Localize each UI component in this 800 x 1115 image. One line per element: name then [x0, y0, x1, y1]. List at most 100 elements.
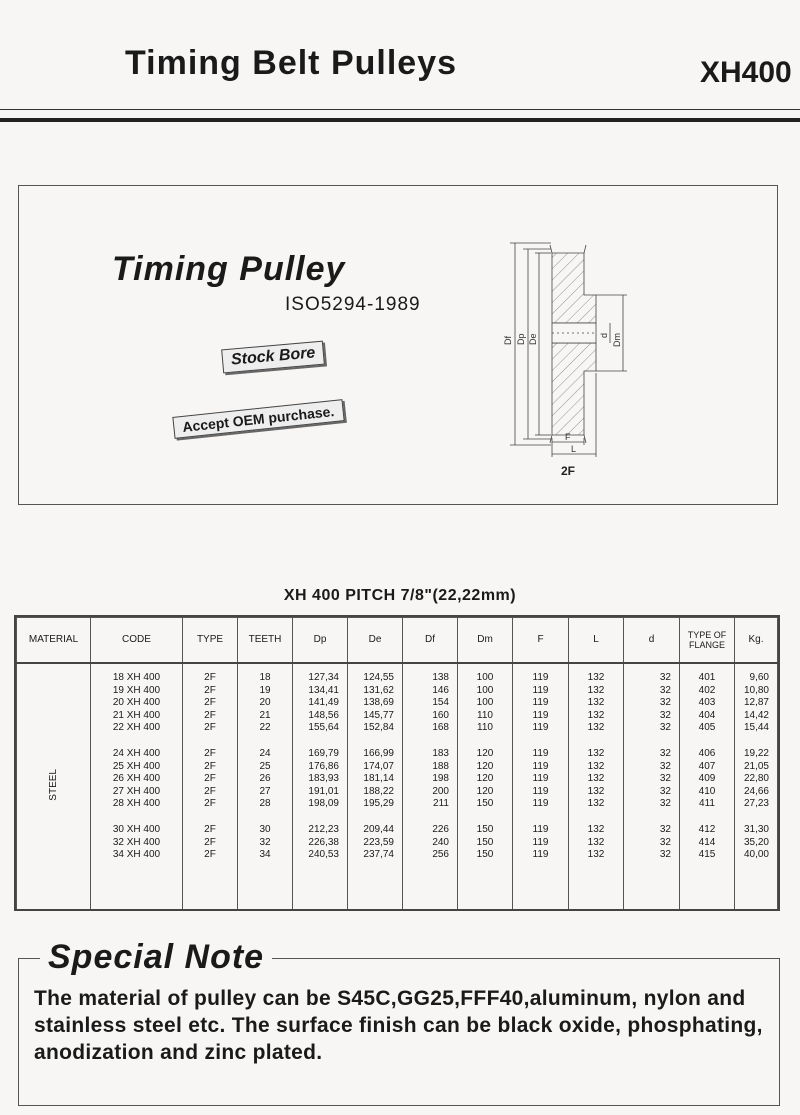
- table-cell: 32: [659, 849, 671, 861]
- table-cell: 146: [432, 684, 449, 696]
- table-cell: 150: [476, 798, 494, 810]
- column-header: De: [347, 617, 403, 664]
- table-cell: 2F: [204, 672, 216, 683]
- label-df: Df: [503, 336, 513, 345]
- table-cell: 176,86: [308, 760, 339, 772]
- table-cell: 198: [432, 773, 449, 785]
- table-cell: 148,56: [308, 709, 339, 721]
- table-cell: 174,07: [363, 760, 394, 772]
- table-cell: 403: [698, 697, 716, 709]
- table-cell: 32: [659, 722, 671, 734]
- table-cell: 100: [476, 697, 494, 709]
- table-cell: 119: [532, 773, 549, 785]
- column-cells: 18 19 20 21 22 24 25 26 27 28 30 32 34: [237, 663, 293, 909]
- table-cell: 119: [532, 747, 549, 759]
- table-cell: 32: [659, 798, 671, 810]
- table-cell: 27: [259, 785, 271, 797]
- table-cell: 18: [259, 672, 271, 683]
- note-box: [18, 958, 780, 1106]
- table-cell: 32 XH 400: [112, 836, 161, 848]
- table-cell: 10,80: [743, 684, 769, 696]
- table-cell: 2F: [204, 823, 216, 835]
- table-cell: 32: [659, 709, 671, 721]
- table-cell: 26: [259, 773, 271, 785]
- column-header: F: [512, 617, 569, 664]
- table-cell: 120: [476, 785, 494, 797]
- column-header: MATERIAL: [16, 617, 91, 664]
- table-cell: 237,74: [363, 849, 394, 861]
- divider: [0, 109, 800, 110]
- table-cell: 2F: [204, 785, 216, 797]
- table-cell: 404: [698, 709, 716, 721]
- pulley-diagram: Df Dp De d Dm F L 2F: [503, 242, 627, 478]
- table-cell: 32: [659, 697, 671, 709]
- table-cell: 15,44: [743, 722, 769, 734]
- table-cell: 2F: [204, 697, 216, 709]
- table-cell: 138: [432, 672, 449, 683]
- table-cell: 26 XH 400: [112, 773, 161, 785]
- table-cell: 32: [659, 684, 671, 696]
- divider: [18, 958, 780, 959]
- column-cells: 18 XH 400 19 XH 400 20 XH 400 21 XH 400 22 X…: [90, 663, 183, 909]
- table-cell: 198,09: [308, 798, 339, 810]
- table-cell: 132: [587, 709, 605, 721]
- table-cell: 119: [532, 823, 549, 835]
- table-cell: 120: [476, 760, 494, 772]
- table-cell: 124,55: [363, 672, 394, 683]
- table-body: STEEL 18 XH 400 19 XH 400 20 XH 400 21 XH 40…: [16, 663, 778, 909]
- table-cell: 166,99: [363, 747, 394, 759]
- table-cell: 155,64: [308, 722, 339, 734]
- table-cell: 25: [259, 760, 271, 772]
- table-cell: 409: [698, 773, 716, 785]
- table-cell: 415: [698, 849, 716, 861]
- series-code: XH400: [700, 56, 792, 89]
- table-cell: 22: [259, 722, 271, 734]
- table-cell: 21 XH 400: [112, 709, 161, 721]
- table-cell: 188,22: [363, 785, 394, 797]
- label-dm: Dm: [612, 333, 622, 347]
- table-title: XH 400 PITCH 7/8"(22,22mm): [283, 587, 517, 604]
- table-cell: 18 XH 400: [112, 672, 161, 683]
- column-cells: 32 32 32 32 32 32 32 32 32 32 32 32 32: [623, 663, 680, 909]
- standard-label: ISO5294-1989: [285, 294, 421, 315]
- page-title: Timing Belt Pulleys: [125, 44, 458, 82]
- banner-heading: Timing Pulley: [112, 250, 346, 288]
- table-cell: 32: [659, 785, 671, 797]
- table-cell: 24 XH 400: [112, 747, 161, 759]
- table-cell: 30 XH 400: [112, 823, 161, 835]
- table-cell: 19: [259, 684, 271, 696]
- table-cell: 2F: [204, 709, 216, 721]
- table-cell: 22 XH 400: [112, 722, 161, 734]
- table-cell: 160: [432, 709, 449, 721]
- column-cells: 401 402 403 404 405 406 407 409 410 411 412 414 415: [679, 663, 735, 909]
- table-cell: 2F: [204, 849, 216, 861]
- table-cell: 119: [532, 684, 549, 696]
- table-cell: 209,44: [363, 823, 394, 835]
- table-cell: 141,49: [308, 697, 339, 709]
- column-cells: 100 100 100 110 110 120 120 120 120 150 150 150 150: [457, 663, 513, 909]
- table-cell: 32: [659, 836, 671, 848]
- table-cell: 19 XH 400: [112, 684, 161, 696]
- table-cell: 120: [476, 773, 494, 785]
- column-header: TYPE OF FLANGE: [679, 617, 735, 664]
- label-type: 2F: [561, 464, 575, 478]
- divider-thick: [0, 118, 800, 122]
- table-cell: 240,53: [308, 849, 339, 861]
- table-cell: 414: [698, 836, 716, 848]
- table-cell: 21,05: [743, 760, 769, 772]
- table-cell: 110: [477, 722, 493, 734]
- table-cell: 256: [432, 849, 449, 861]
- table-cell: 405: [698, 722, 716, 734]
- table-cell: 32: [659, 747, 671, 759]
- table-cell: 19,22: [743, 747, 769, 759]
- label-d: d: [599, 333, 609, 338]
- table-cell: 34: [259, 849, 271, 861]
- table-cell: 21: [259, 709, 271, 721]
- column-header: L: [568, 617, 624, 664]
- table-cell: 410: [698, 785, 716, 797]
- table-cell: 32: [659, 823, 671, 835]
- table-cell: 119: [532, 785, 549, 797]
- column-cells: 2F 2F 2F 2F 2F 2F 2F 2F 2F 2F 2F 2F 2F: [182, 663, 238, 909]
